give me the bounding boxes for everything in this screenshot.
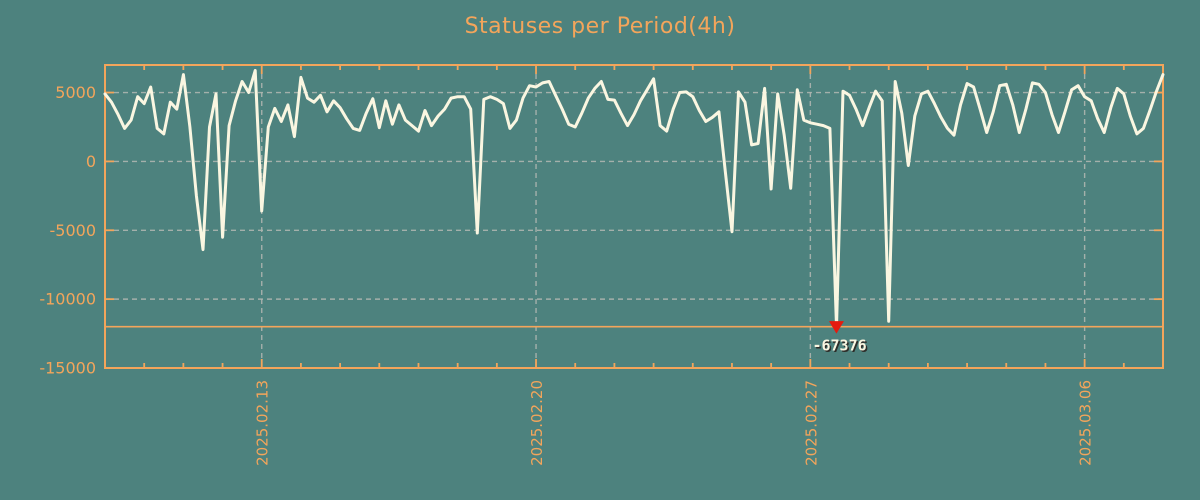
x-tick-label: 2025.02.27 [802,380,820,466]
min-value-label: -67376 [812,337,866,355]
y-tick-label: -5000 [50,221,97,240]
min-marker-icon [828,321,844,334]
x-tick-label: 2025.02.20 [528,380,546,466]
x-tick-label: 2025.03.06 [1077,380,1095,466]
series-line [103,69,1165,329]
y-tick-label: -10000 [39,290,96,309]
min-value-label-shadow: -67376 [814,338,868,356]
y-tick-label: 5000 [55,83,96,102]
y-tick-label: 0 [86,152,96,171]
x-tick-label: 2025.02.13 [254,380,272,466]
chart-title: Statuses per Period(4h) [464,14,736,39]
y-tick-label: -15000 [39,359,96,378]
plot-border [104,64,1164,369]
